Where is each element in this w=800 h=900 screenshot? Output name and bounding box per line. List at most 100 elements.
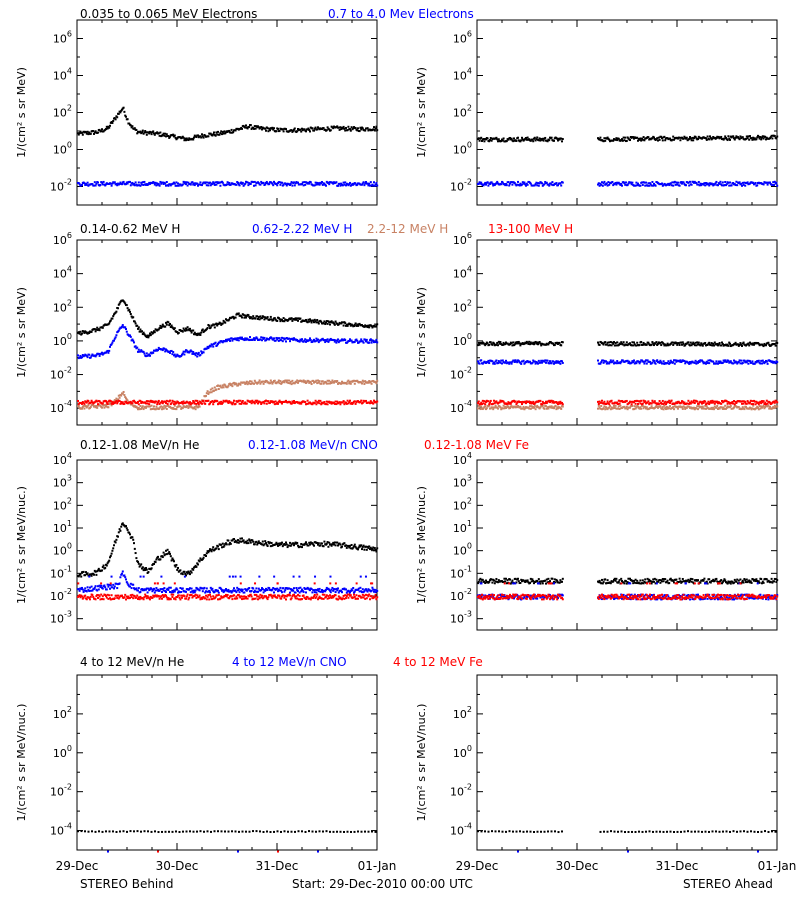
- data-point: [754, 181, 757, 184]
- data-point: [658, 400, 661, 403]
- data-point: [174, 184, 177, 187]
- data-point: [693, 344, 696, 347]
- data-point: [278, 544, 281, 547]
- data-point: [303, 339, 306, 342]
- data-point: [641, 137, 643, 140]
- data-point: [774, 344, 777, 347]
- data-point: [677, 407, 679, 410]
- data-point: [281, 318, 283, 321]
- data-point: [368, 182, 371, 185]
- data-point: [253, 543, 256, 546]
- data-point: [291, 130, 294, 133]
- data-point: [179, 183, 182, 186]
- data-point: [171, 557, 174, 560]
- data-point: [769, 137, 771, 140]
- data-point: [549, 182, 552, 185]
- data-point: [654, 406, 657, 409]
- data-point: [375, 125, 378, 128]
- data-point: [674, 183, 677, 186]
- data-point: [480, 405, 483, 408]
- data-point: [290, 402, 293, 405]
- data-point: [760, 359, 763, 362]
- data-point: [259, 382, 262, 385]
- data-point: [129, 180, 131, 183]
- data-point: [162, 132, 165, 135]
- data-point: [697, 405, 700, 408]
- data-point: [195, 135, 198, 138]
- x-tick-label: 31-Dec: [656, 859, 699, 873]
- data-point: [201, 133, 203, 136]
- data-point: [89, 132, 92, 135]
- data-point: [89, 401, 92, 404]
- data-point: [640, 139, 643, 142]
- data-point: [268, 183, 271, 186]
- data-point: [216, 344, 219, 347]
- data-point: [239, 537, 242, 540]
- data-point: [182, 400, 185, 403]
- data-point: [527, 342, 530, 345]
- y-axis-label: 1/(cm² s sr MeV): [15, 67, 28, 158]
- data-point: [713, 400, 715, 403]
- data-point: [165, 181, 168, 184]
- data-point: [87, 133, 90, 136]
- data-point: [746, 359, 749, 362]
- data-point: [723, 137, 726, 140]
- data-point: [125, 181, 128, 184]
- data-point: [154, 561, 157, 564]
- data-point: [326, 322, 329, 325]
- data-point: [632, 136, 635, 139]
- data-point: [537, 139, 540, 142]
- data-point: [363, 184, 366, 187]
- data-point: [164, 553, 167, 556]
- data-point: [661, 402, 663, 405]
- data-point: [767, 404, 770, 407]
- data-point: [545, 361, 547, 364]
- x-tick-label: 30-Dec: [556, 859, 599, 873]
- data-point: [173, 353, 176, 356]
- data-point: [629, 400, 632, 403]
- data-point: [139, 328, 142, 331]
- data-point: [538, 137, 541, 140]
- data-point: [667, 182, 670, 185]
- data-point: [140, 407, 143, 410]
- data-point: [253, 180, 256, 183]
- data-point: [705, 405, 708, 408]
- data-point: [205, 328, 208, 331]
- data-point: [281, 340, 284, 343]
- data-point: [244, 314, 247, 317]
- data-point: [183, 182, 186, 185]
- data-point: [675, 181, 678, 184]
- data-point: [181, 402, 184, 405]
- data-point: [497, 407, 499, 410]
- data-point: [523, 181, 526, 184]
- data-point: [349, 382, 352, 385]
- data-point: [97, 328, 100, 331]
- data-point: [79, 354, 82, 357]
- data-point: [212, 181, 215, 184]
- plot-frame: [476, 674, 778, 851]
- data-point: [550, 136, 553, 139]
- data-point: [617, 399, 620, 402]
- data-point: [507, 361, 510, 364]
- data-point: [521, 183, 523, 186]
- data-point: [500, 183, 503, 186]
- data-point: [649, 406, 652, 409]
- data-point: [269, 379, 272, 382]
- data-point: [191, 181, 194, 184]
- data-point: [129, 334, 131, 337]
- data-point: [289, 380, 292, 383]
- data-point: [602, 140, 605, 143]
- data-point: [741, 407, 743, 410]
- data-point: [630, 183, 633, 186]
- data-point: [141, 131, 143, 134]
- data-point: [521, 181, 524, 184]
- data-point: [185, 137, 188, 140]
- y-tick-label: 104: [453, 451, 472, 467]
- data-point: [193, 333, 195, 336]
- data-point: [193, 352, 196, 355]
- data-point: [97, 181, 99, 184]
- data-point: [350, 183, 353, 186]
- data-point: [704, 400, 707, 403]
- data-point: [131, 125, 134, 128]
- data-point: [267, 540, 270, 543]
